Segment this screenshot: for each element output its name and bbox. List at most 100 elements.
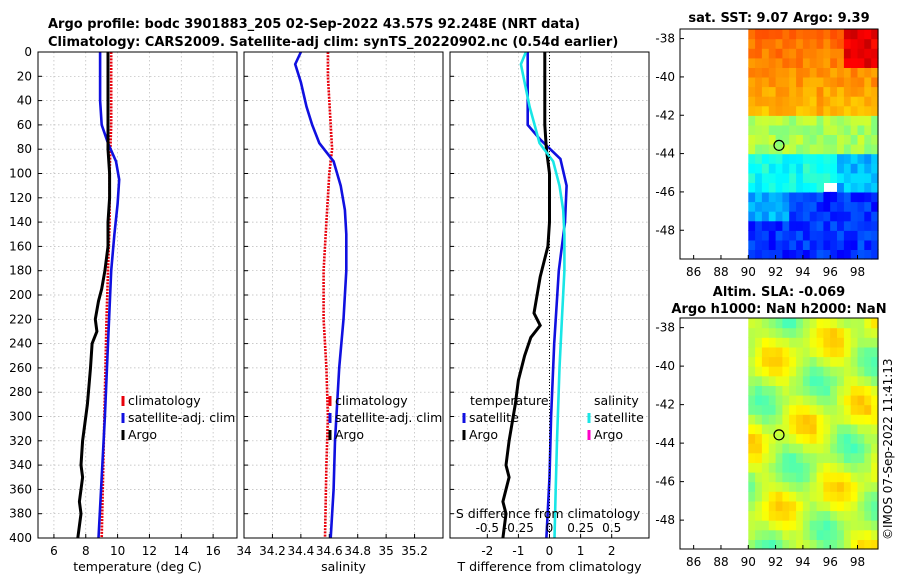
map-cell: [871, 318, 879, 329]
map-cell: [775, 38, 783, 49]
map-cell: [823, 433, 831, 444]
map-cell: [871, 249, 879, 260]
map-cell: [768, 366, 777, 377]
map-cell: [761, 327, 770, 338]
map-cell: [755, 520, 763, 531]
map-cell: [796, 67, 804, 78]
map-x-tick-label: 86: [686, 265, 701, 279]
map-cell: [871, 423, 879, 435]
map-cell: [809, 385, 818, 396]
map-cell: [755, 38, 763, 49]
map-cell: [802, 539, 811, 550]
map-cell: [871, 395, 879, 406]
map-cell: [871, 337, 879, 348]
map-cell: [850, 57, 859, 68]
legend-argo-label: Argo: [128, 427, 157, 442]
map-cell: [843, 105, 852, 116]
map-cell: [782, 337, 790, 348]
map-cell: [857, 539, 865, 550]
map-cell: [782, 211, 790, 222]
map-cell: [768, 500, 777, 512]
map-cell: [755, 433, 763, 444]
map-cell: [871, 500, 879, 512]
map-cell: [843, 96, 852, 107]
map-cell: [857, 249, 865, 260]
map-cell: [761, 76, 770, 88]
map-cell: [802, 366, 811, 377]
map-cell: [761, 510, 770, 521]
map-cell: [850, 327, 859, 338]
map-cell: [823, 375, 831, 386]
map-cell: [761, 529, 770, 540]
map-cell: [802, 318, 811, 329]
map-cell: [782, 76, 790, 88]
map-cell: [850, 318, 859, 329]
series-line-satellite-adj.-clim: [97, 52, 121, 539]
map-cell: [768, 191, 777, 203]
map-cell: [761, 356, 770, 367]
map-cell: [755, 96, 763, 107]
map-cell: [864, 423, 872, 435]
map-cell: [775, 423, 783, 435]
map-cell: [789, 211, 797, 222]
map-cell: [809, 239, 818, 250]
map-cell: [748, 163, 756, 174]
map-cell: [775, 76, 783, 88]
map-cell: [823, 211, 831, 222]
map-cell: [755, 124, 763, 135]
map-cell: [809, 481, 818, 492]
map-cell: [837, 48, 845, 59]
map-cell: [761, 481, 770, 492]
map-cell: [782, 472, 790, 483]
map-cell: [864, 57, 872, 68]
map-cell: [768, 76, 777, 88]
map-cell: [837, 510, 845, 521]
map-cell: [809, 38, 818, 49]
map-cell: [768, 249, 777, 260]
map-cell: [830, 395, 838, 406]
map-cell: [782, 96, 790, 107]
map-cell: [775, 337, 783, 348]
map-cell: [761, 249, 770, 260]
map-cell: [796, 153, 804, 164]
map-cell: [830, 96, 838, 107]
map-cell: [796, 472, 804, 483]
map-cell: [823, 472, 831, 483]
map-cell: [871, 153, 879, 164]
map-cell: [857, 38, 865, 49]
map-cell: [816, 327, 824, 338]
map-cell: [871, 452, 879, 463]
legend-satellite-label: satellite-adj. clim: [128, 410, 235, 425]
map-cell: [871, 29, 879, 40]
map-cell: [748, 318, 756, 329]
map-cell: [768, 48, 777, 59]
map-cell: [789, 67, 797, 78]
map-cell: [768, 86, 777, 97]
map-cell: [837, 327, 845, 338]
map-cell: [775, 115, 783, 126]
map-cell: [802, 67, 811, 78]
map-cell: [837, 366, 845, 377]
y-tick-label: 240: [9, 337, 32, 351]
x-tick-label: -1: [512, 544, 524, 558]
map-cell: [789, 48, 797, 59]
map-cell: [816, 115, 824, 126]
map-cell: [816, 385, 824, 396]
map-cell: [816, 86, 824, 97]
map-cell: [843, 76, 852, 88]
map-cell: [850, 249, 859, 260]
map-cell: [809, 404, 818, 415]
map-cell: [775, 318, 783, 329]
map-cell: [837, 211, 845, 222]
map-cell: [748, 230, 756, 241]
map-cell: [768, 115, 777, 126]
map-x-tick-label: 90: [741, 265, 756, 279]
map-cell: [816, 191, 824, 203]
map-cell: [775, 67, 783, 78]
map-cell: [823, 96, 831, 107]
series-line-argo: [76, 52, 112, 539]
map-cell: [755, 172, 763, 183]
map-cell: [775, 433, 783, 444]
map-cell: [802, 529, 811, 540]
map-cell: [837, 375, 845, 386]
